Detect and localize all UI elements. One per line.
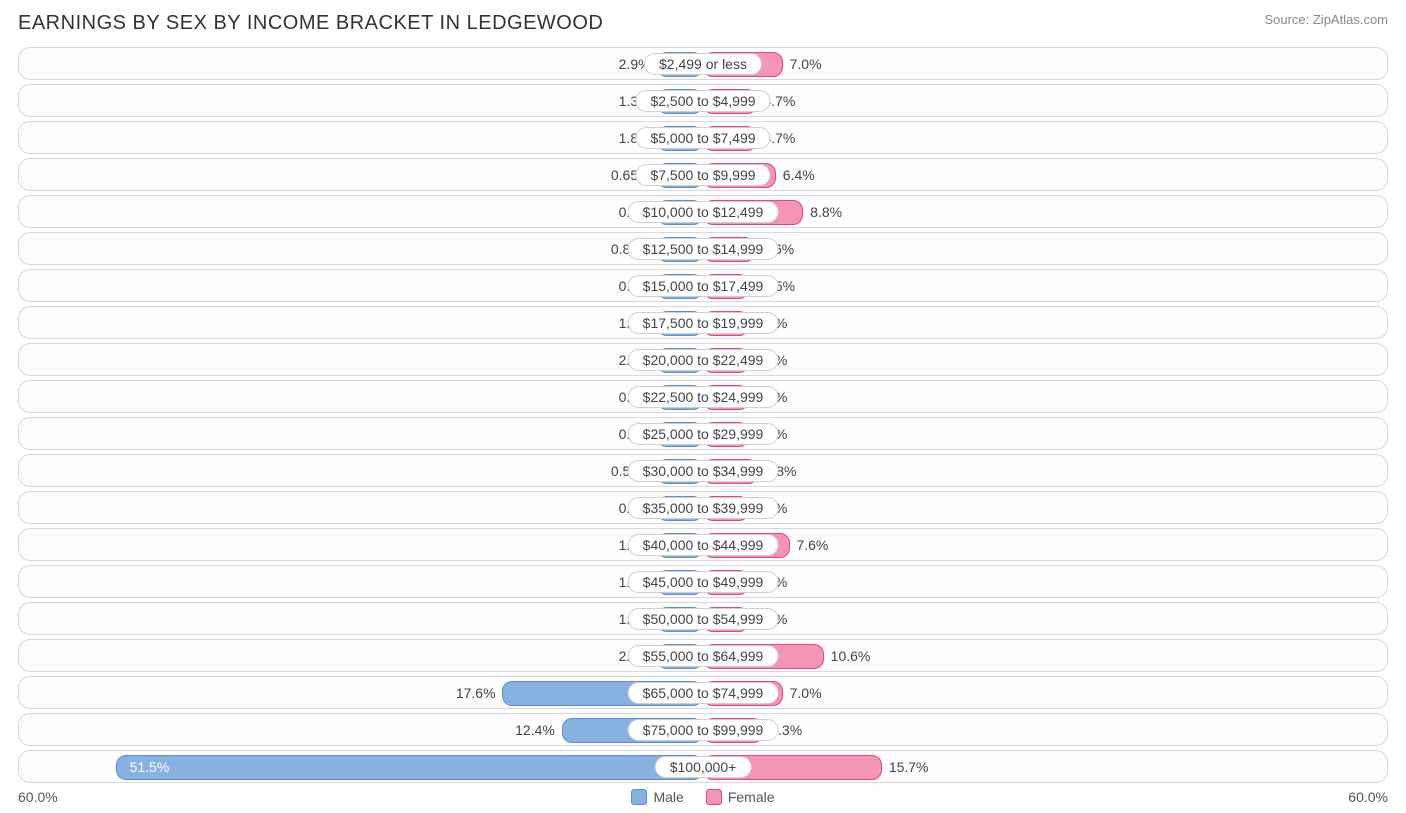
chart-row: 0.0%3.3%$22,500 to $24,999 — [18, 380, 1388, 413]
category-label: $10,000 to $12,499 — [628, 201, 779, 223]
chart-header: EARNINGS BY SEX BY INCOME BRACKET IN LED… — [18, 12, 1388, 35]
female-pct-label: 7.0% — [790, 56, 822, 72]
chart-title: EARNINGS BY SEX BY INCOME BRACKET IN LED… — [18, 12, 603, 35]
chart-row: 2.4%10.6%$55,000 to $64,999 — [18, 639, 1388, 672]
axis-max-left: 60.0% — [18, 789, 58, 805]
female-pct-label: 15.7% — [889, 759, 929, 775]
axis-max-right: 60.0% — [1348, 789, 1388, 805]
female-pct-label: 7.0% — [790, 685, 822, 701]
legend-male: Male — [631, 789, 683, 805]
chart-row: 0.0%0.0%$25,000 to $29,999 — [18, 417, 1388, 450]
chart-row: 0.87%4.6%$12,500 to $14,999 — [18, 232, 1388, 265]
category-label: $55,000 to $64,999 — [628, 645, 779, 667]
legend-male-swatch — [631, 789, 647, 805]
chart-row: 17.6% 7.0% $65,000 to $74,999 — [18, 676, 1388, 709]
chart-legend: Male Female — [631, 789, 774, 805]
female-pct-label: 7.6% — [796, 537, 828, 553]
category-label: $20,000 to $22,499 — [628, 349, 779, 371]
male-bar — [116, 755, 703, 780]
category-label: $2,500 to $4,999 — [635, 90, 770, 112]
chart-source: Source: ZipAtlas.com — [1264, 12, 1388, 27]
chart-row: 51.5% 15.7% $100,000+ — [18, 750, 1388, 783]
category-label: $5,000 to $7,499 — [635, 127, 770, 149]
chart-row: 1.3%1.9%$45,000 to $49,999 — [18, 565, 1388, 598]
category-label: $65,000 to $74,999 — [628, 682, 779, 704]
category-label: $15,000 to $17,499 — [628, 275, 779, 297]
chart-row: 1.6%1.4%$50,000 to $54,999 — [18, 602, 1388, 635]
chart-row: 2.0%1.7%$20,000 to $22,499 — [18, 343, 1388, 376]
legend-female: Female — [706, 789, 775, 805]
male-pct-label: 17.6% — [456, 685, 496, 701]
category-label: $30,000 to $34,999 — [628, 460, 779, 482]
legend-female-swatch — [706, 789, 722, 805]
category-label: $2,499 or less — [644, 53, 762, 75]
chart-row: 0.65%6.4%$7,500 to $9,999 — [18, 158, 1388, 191]
female-pct-label: 8.8% — [810, 204, 842, 220]
category-label: $25,000 to $29,999 — [628, 423, 779, 445]
category-label: $12,500 to $14,999 — [628, 238, 779, 260]
male-pct-label: 12.4% — [515, 722, 555, 738]
chart-row: 0.0%0.35%$15,000 to $17,499 — [18, 269, 1388, 302]
chart-row: 1.8%7.6%$40,000 to $44,999 — [18, 528, 1388, 561]
chart-row: 0.51%4.8%$30,000 to $34,999 — [18, 454, 1388, 487]
category-label: $17,500 to $19,999 — [628, 312, 779, 334]
female-pct-label: 10.6% — [831, 648, 871, 664]
category-label: $75,000 to $99,999 — [628, 719, 779, 741]
chart-row: 0.0%1.4%$35,000 to $39,999 — [18, 491, 1388, 524]
category-label: $45,000 to $49,999 — [628, 571, 779, 593]
category-label: $100,000+ — [655, 756, 752, 778]
female-pct-label: 6.4% — [783, 167, 815, 183]
category-label: $7,500 to $9,999 — [635, 164, 770, 186]
chart-row: 2.9%7.0%$2,499 or less — [18, 47, 1388, 80]
chart-row: 12.4%5.3%$75,000 to $99,999 — [18, 713, 1388, 746]
category-label: $35,000 to $39,999 — [628, 497, 779, 519]
category-label: $22,500 to $24,999 — [628, 386, 779, 408]
chart-row: 1.3%4.7%$2,500 to $4,999 — [18, 84, 1388, 117]
chart-row: 0.0%8.8%$10,000 to $12,499 — [18, 195, 1388, 228]
male-pct-label: 51.5% — [130, 759, 170, 775]
chart-row: 1.4%3.0%$17,500 to $19,999 — [18, 306, 1388, 339]
chart-row: 1.8%4.7%$5,000 to $7,499 — [18, 121, 1388, 154]
category-label: $50,000 to $54,999 — [628, 608, 779, 630]
butterfly-chart: 2.9%7.0%$2,499 or less1.3%4.7%$2,500 to … — [18, 47, 1388, 783]
legend-male-label: Male — [653, 789, 683, 805]
category-label: $40,000 to $44,999 — [628, 534, 779, 556]
legend-female-label: Female — [728, 789, 775, 805]
chart-footer: 60.0% Male Female 60.0% — [18, 789, 1388, 805]
